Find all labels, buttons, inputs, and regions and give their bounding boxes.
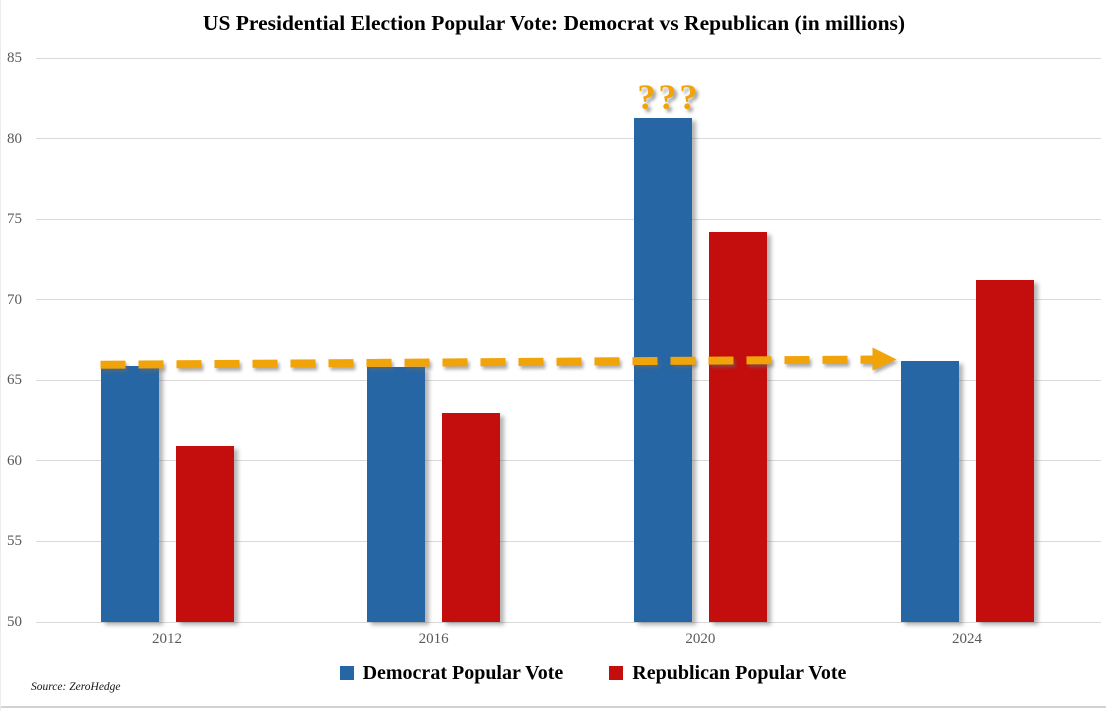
gridline-85: [36, 57, 1101, 59]
question-marks-annotation: ???: [637, 76, 701, 117]
gridline-55: [36, 540, 1101, 542]
gridline-80: [36, 138, 1101, 140]
plot-area: ???: [36, 57, 1101, 623]
legend-label: Democrat Popular Vote: [362, 662, 564, 684]
source-note: Source: ZeroHedge: [31, 681, 121, 693]
legend-label: Republican Popular Vote: [632, 662, 847, 684]
y-axis-tick-50: 50: [7, 614, 22, 630]
bottom-border: [1, 706, 1106, 708]
republican-bar-2012: [175, 446, 234, 622]
gridline-50: [36, 621, 1101, 623]
y-axis-tick-80: 80: [7, 130, 22, 147]
democrat-bar-2024: [900, 360, 959, 622]
democrat-bar-2016: [367, 367, 426, 622]
x-axis-label-2016: 2016: [418, 631, 449, 647]
republican-bar-2024: [975, 280, 1034, 622]
democrat-bar-2012: [100, 365, 159, 622]
democrat-bar-2020: [633, 117, 692, 622]
arrowhead-icon: [872, 347, 897, 371]
republican-bar-2016: [442, 412, 501, 622]
republican-bar-2020: [708, 232, 767, 622]
republican-swatch-icon: [609, 666, 624, 680]
y-axis-tick-75: 75: [7, 211, 22, 228]
y-axis-tick-55: 55: [7, 533, 22, 550]
gridline-75: [36, 218, 1101, 220]
legend-item-republican: Republican Popular Vote: [609, 662, 846, 684]
chart-title: US Presidential Election Popular Vote: D…: [202, 11, 906, 35]
x-axis-label-2024: 2024: [952, 631, 982, 647]
y-axis-tick-65: 65: [7, 372, 22, 389]
gridline-70: [36, 299, 1101, 301]
y-axis-tick-70: 70: [7, 291, 22, 308]
y-axis-tick-85: 85: [7, 50, 22, 66]
legend: Democrat Popular Vote Republican Popular …: [40, 662, 1106, 684]
x-axis-label-2020: 2020: [685, 631, 716, 647]
democrat-swatch-icon: [339, 666, 354, 680]
gridline-65: [36, 379, 1101, 381]
legend-item-democrat: Democrat Popular Vote: [339, 662, 564, 684]
gridline-60: [36, 460, 1101, 462]
x-axis-label-2012: 2012: [152, 631, 182, 647]
y-axis-tick-60: 60: [7, 452, 22, 469]
